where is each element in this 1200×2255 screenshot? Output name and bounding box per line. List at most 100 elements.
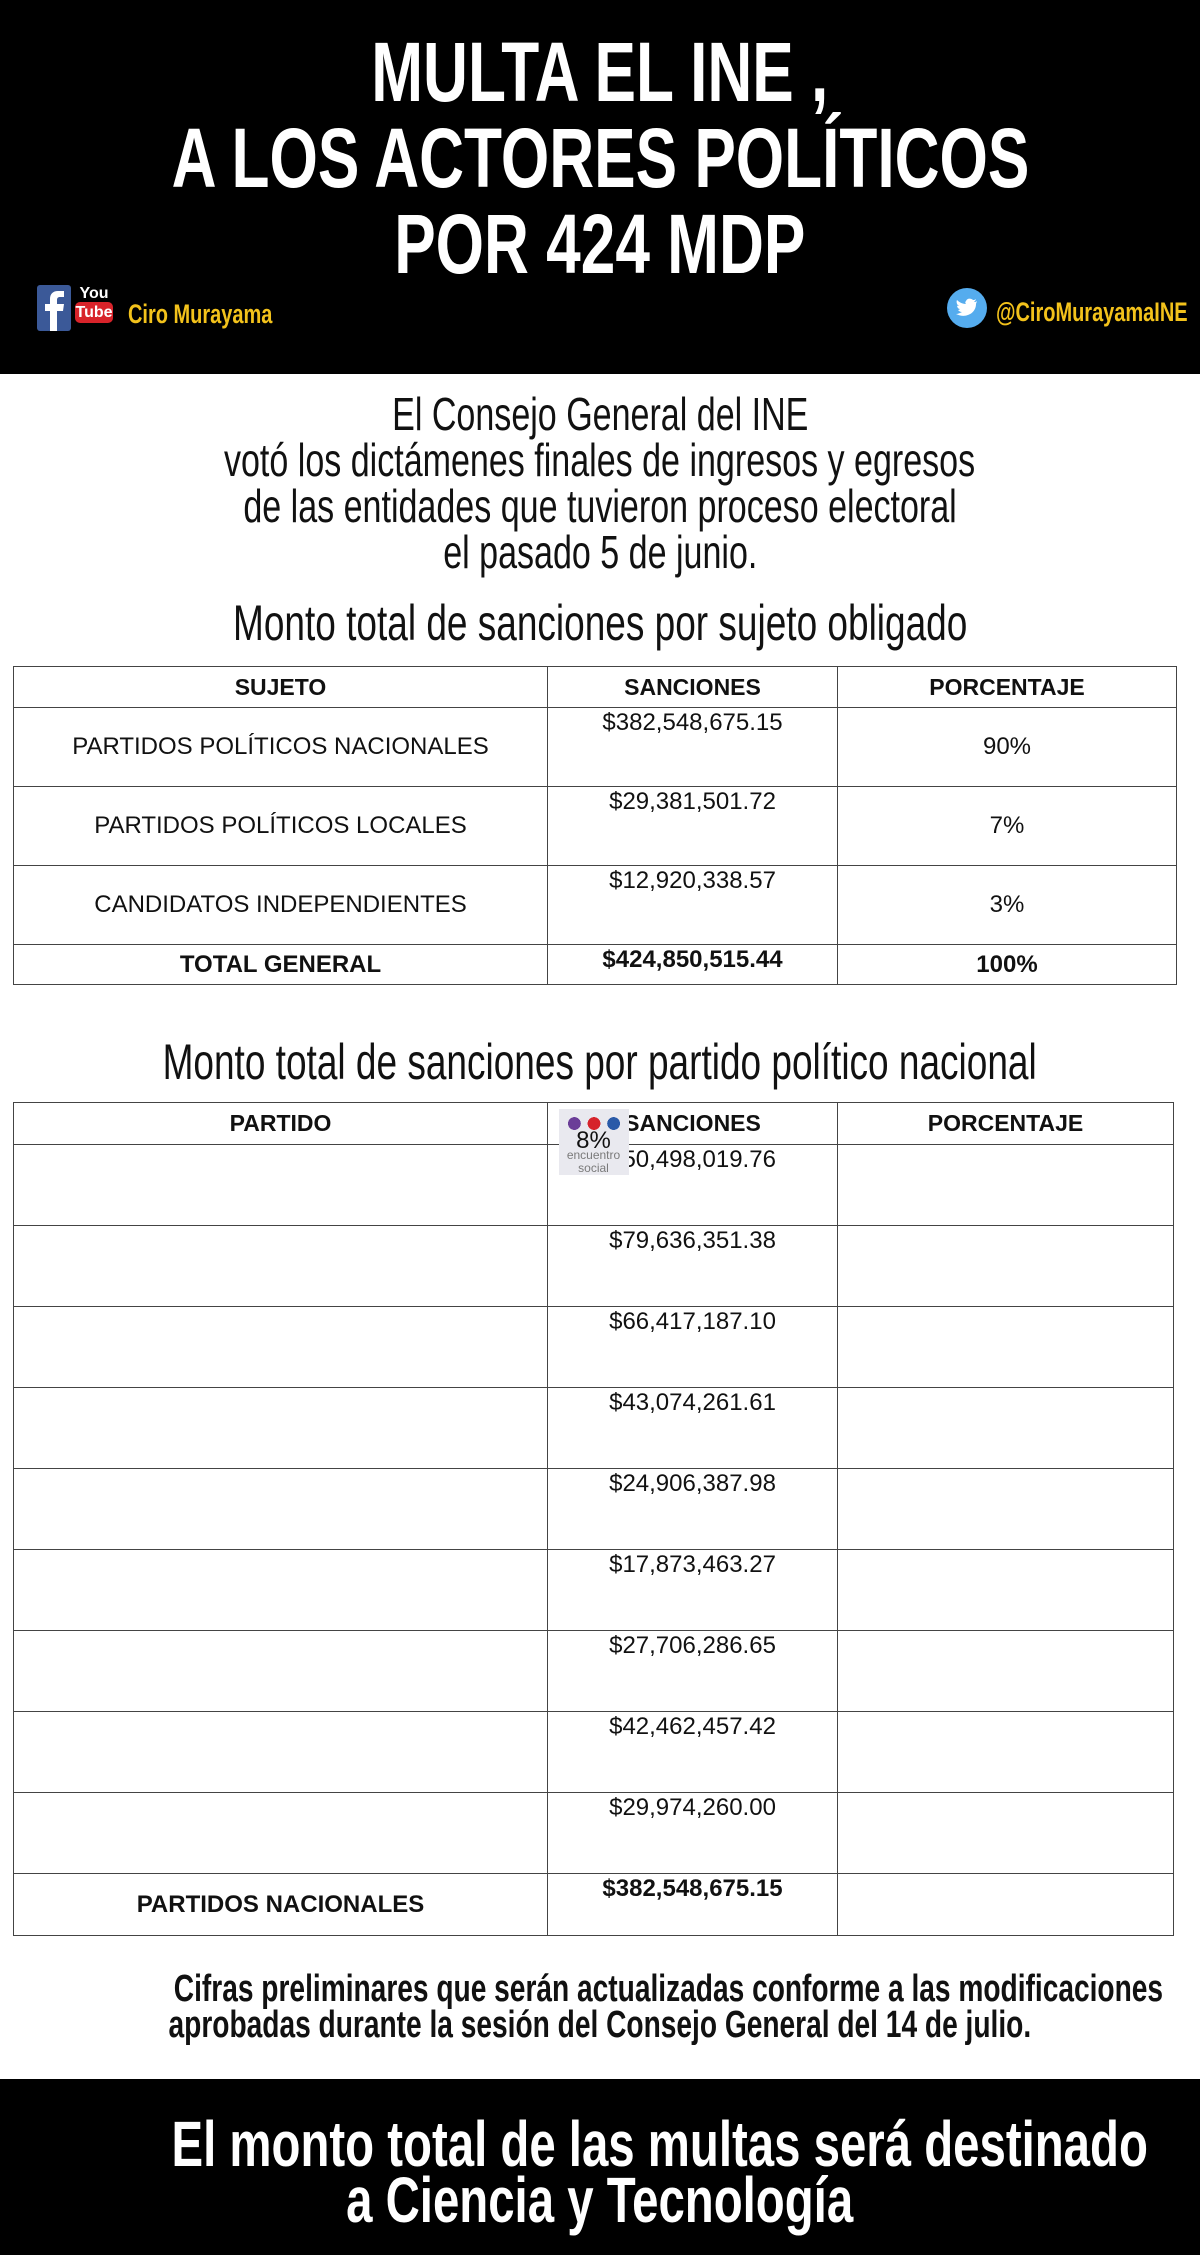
amount: 382,548,675.15 xyxy=(615,708,783,736)
cell-box: 17% xyxy=(569,1127,1173,1387)
percent-cell: 90% xyxy=(837,707,1177,787)
amount-cell: $12,920,338.57 xyxy=(547,865,838,945)
logo-text: social xyxy=(578,1160,609,1175)
amount-cell: $29,974,260.00 xyxy=(547,1792,838,1874)
amount: 66,417,187.10 xyxy=(622,1307,776,1335)
amount-cell: $42,462,457.42 xyxy=(547,1711,838,1793)
cell-box: encuentro social xyxy=(14,1108,629,1873)
cell-box: 21% xyxy=(569,1127,1173,1306)
left-handle: Ciro Murayama xyxy=(128,299,273,329)
cell-box: 7% xyxy=(576,1127,1173,1549)
header: MULTA EL INE , A LOS ACTORES POLÍTICOS P… xyxy=(0,0,1200,374)
row: PRI$79,636,351.3821% xyxy=(13,1108,1174,1307)
logo-cell: PRD xyxy=(13,1108,627,1388)
column-header: PORCENTAJE xyxy=(837,666,1177,708)
cell-box: PAN xyxy=(14,1108,627,1225)
amount-cell: $17,873,463.27 xyxy=(547,1549,838,1631)
row: TOTAL GENERAL $424,850,515.44 100% xyxy=(13,944,1177,985)
intro-line: de las entidades que tuvieron proceso el… xyxy=(243,480,957,532)
youtube-you: You xyxy=(79,285,109,302)
cell-box: $29,974,260.00 xyxy=(548,1794,837,1873)
row: VERDE$24,906,387.987% xyxy=(13,1108,1174,1550)
percent-cell: 17% xyxy=(569,1127,1174,1388)
cell-box: 11% xyxy=(570,1127,1173,1792)
row: PARTIDOS POLÍTICOS LOCALES $29,381,501.72… xyxy=(13,786,1177,866)
amount: 382,548,675.15 xyxy=(615,1874,783,1902)
total-amount-cell: $382,548,675.15 xyxy=(547,1873,838,1936)
logo-cell: encuentro social xyxy=(13,1108,629,1874)
right-handle: @CiroMurayamaINE xyxy=(996,297,1188,327)
table2-title-wrap: Monto total de sanciones por partido pol… xyxy=(0,1037,1200,1087)
cell-box: $66,417,187.10 xyxy=(548,1308,837,1387)
amount: 43,074,261.61 xyxy=(622,1388,776,1416)
header-row: SUJETO SANCIONES PORCENTAJE xyxy=(13,666,1177,708)
currency: $ xyxy=(602,1874,616,1902)
logo-text: encuentro xyxy=(566,1147,621,1162)
percent-cell: 13% xyxy=(569,1127,1174,1226)
row: morena$42,462,457.42 11% xyxy=(13,1127,1174,1793)
currency: $ xyxy=(609,1631,623,1659)
cell-box: $43,074,261.61 xyxy=(548,1389,837,1468)
left-handle-wrap: Ciro Murayama xyxy=(128,298,323,330)
logo-cell: PRI xyxy=(13,1108,627,1307)
logo-cell: VERDE xyxy=(13,1108,627,1550)
title: MULTA EL INE , A LOS ACTORES POLÍTICOS P… xyxy=(0,29,1200,287)
row: alianza$27,706,286.65 7% xyxy=(13,1108,1174,1712)
row: PT$43,074,261.6111% xyxy=(13,1108,1174,1469)
column-header: PARTIDO xyxy=(13,1102,548,1145)
cell-box: PRI xyxy=(14,1108,627,1306)
cell-box: $29,381,501.72 xyxy=(548,788,837,865)
percent-cell: 11% xyxy=(570,1127,1174,1469)
table2-title: Monto total de sanciones por partido pol… xyxy=(162,1034,1038,1090)
column-header: SUJETO xyxy=(13,666,548,708)
intro-line: El Consejo General del INE xyxy=(391,388,809,440)
intro-line: el pasado 5 de junio. xyxy=(442,526,758,578)
cell-box: MOVIMIENTOCIUDADANO xyxy=(14,1108,639,1630)
amount: 29,381,501.72 xyxy=(622,787,776,815)
subject-cell: PARTIDOS POLÍTICOS LOCALES xyxy=(13,786,548,866)
footer-line: a Ciencia y Tecnología xyxy=(346,2164,854,2236)
currency: $ xyxy=(609,1307,623,1335)
currency: $ xyxy=(609,1712,623,1740)
subject-cell: TOTAL GENERAL xyxy=(13,944,548,985)
amount: 79,636,351.38 xyxy=(622,1226,776,1254)
footer: El monto total de las multas será destin… xyxy=(0,2079,1200,2255)
cell-box: VERDE xyxy=(14,1108,627,1549)
footer-text: El monto total de las multas será destin… xyxy=(0,2108,1200,2236)
percent-cell: 7% xyxy=(576,1127,1174,1712)
cell-box: $382,548,675.15 xyxy=(548,1875,837,1935)
cell-box: $79,636,351.38 xyxy=(548,1227,837,1306)
column-header: PORCENTAJE xyxy=(837,1102,1174,1145)
percent-cell: 100% xyxy=(837,944,1177,985)
party-logo: encuentro social xyxy=(558,1108,629,1175)
cell-box: $382,548,675.15 xyxy=(548,709,837,786)
footnote-line: aprobadas durante la sesión del Consejo … xyxy=(168,2004,1032,2046)
cell-box: PRD xyxy=(14,1108,627,1387)
intro: El Consejo General del INE votó los dict… xyxy=(0,391,1200,575)
cell-box: $12,920,338.57 xyxy=(548,867,837,944)
amount-cell: $24,906,387.98 xyxy=(547,1468,838,1550)
percent-cell: 7% xyxy=(837,786,1177,866)
amount-cell: $43,074,261.61 xyxy=(547,1387,838,1469)
cell-box: 7% xyxy=(576,1127,1173,1711)
percent-cell: 21% xyxy=(569,1127,1174,1307)
cell-box: alianza xyxy=(14,1108,627,1711)
right-handle-wrap: @CiroMurayamaINE xyxy=(996,296,1200,328)
table2: PARTIDOSANCIONESPORCENTAJEPAN$50,498,019… xyxy=(13,1102,1174,1936)
row: encuentro social $29,974,260.00 8% xyxy=(13,1108,1174,1874)
footer-line: El monto total de las multas será destin… xyxy=(171,2108,1148,2180)
percent-cell: 3% xyxy=(837,865,1177,945)
logo-cell: MOVIMIENTOCIUDADANO xyxy=(13,1108,639,1631)
title-line: A LOS ACTORES POLÍTICOS xyxy=(171,111,1029,205)
currency: $ xyxy=(609,1226,623,1254)
amount-cell: $382,548,675.15 xyxy=(547,707,838,787)
amount: 50,498,019.76 xyxy=(622,1145,776,1173)
intro-line: votó los dictámenes finales de ingresos … xyxy=(224,434,976,486)
row: PARTIDOS POLÍTICOS NACIONALES $382,548,67… xyxy=(13,707,1177,787)
amount: 24,906,387.98 xyxy=(622,1469,776,1497)
percent-cell: 5% xyxy=(576,1127,1174,1631)
amount: 424,850,515.44 xyxy=(615,945,783,973)
amount-cell: $79,636,351.38 xyxy=(547,1225,838,1307)
currency: $ xyxy=(609,1388,623,1416)
title-line: POR 424 MDP xyxy=(394,197,806,291)
